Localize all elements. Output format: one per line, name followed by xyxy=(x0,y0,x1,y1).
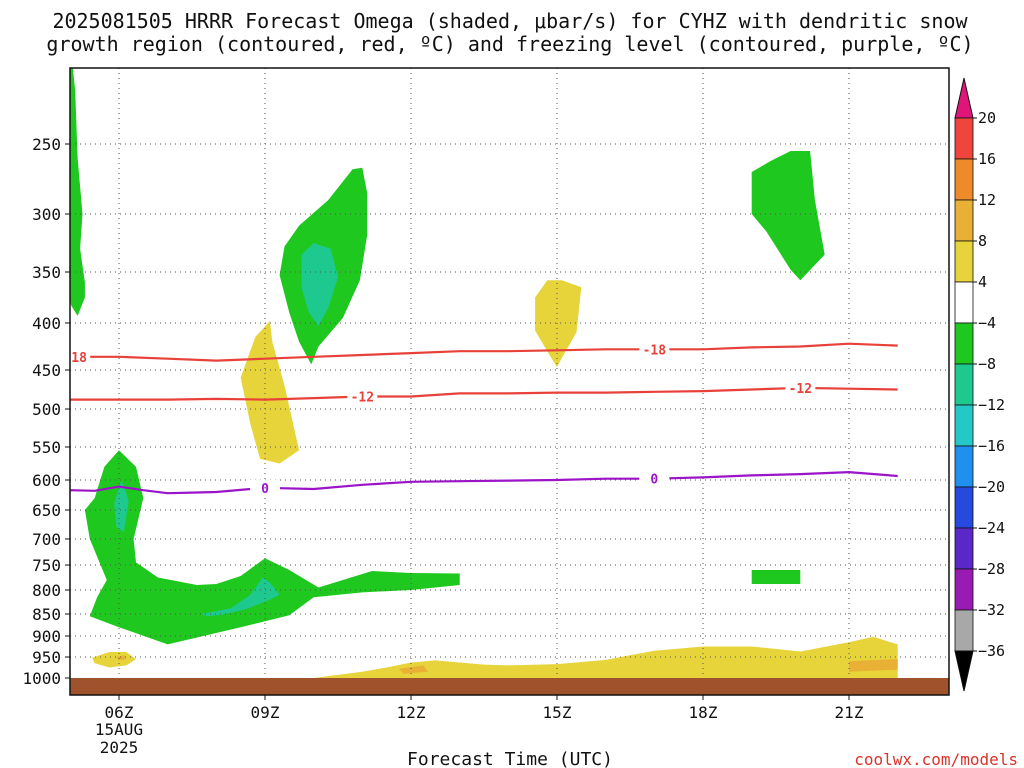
credit-text: coolwx.com/models xyxy=(854,750,1018,768)
x-axis-label: Forecast Time (UTC) xyxy=(407,749,613,768)
colorbar-swatch-2 xyxy=(954,158,974,201)
x-tick-label-09Z: 09Z xyxy=(251,703,280,722)
colorbar-swatch-5 xyxy=(954,281,974,324)
omega-region-lower-right-green xyxy=(751,570,801,584)
x-tick-label-21Z: 21Z xyxy=(835,703,864,722)
colorbar-label-1: 16 xyxy=(978,150,996,168)
colorbar-swatch-4 xyxy=(954,240,974,283)
pressure-axis: 250 300 350 400 450 500 550 600 650 700 750 800 850 9… xyxy=(22,135,70,688)
colorbar-swatch-12 xyxy=(954,568,974,611)
x-date-label-year: 2025 xyxy=(100,738,139,757)
contour-line--18 xyxy=(70,342,898,362)
omega-region-surface-orange-22z xyxy=(849,659,898,672)
omega-region-upper-right-green xyxy=(751,151,825,281)
colorbar-label-3: 8 xyxy=(978,232,987,250)
omega-region-lower-mid-teal xyxy=(201,577,280,617)
colorbar-swatch-1 xyxy=(954,117,974,160)
colorbar-label-0: 20 xyxy=(978,109,996,127)
colorbar-label-8: −16 xyxy=(978,437,1005,455)
y-tick-label-250: 250 xyxy=(32,135,61,154)
colorbar-label-6: −8 xyxy=(978,355,996,373)
contour-label--18-0: -18 xyxy=(63,351,87,366)
colorbar-label-13: −36 xyxy=(978,642,1005,660)
colorbar-label-12: −32 xyxy=(978,601,1005,619)
contour-label-0-1: 0 xyxy=(650,473,658,488)
chart-title-line-2: growth region (contoured, red, ºC) and f… xyxy=(46,32,973,56)
y-tick-label-450: 450 xyxy=(32,361,61,380)
colorbar-label-7: −12 xyxy=(978,396,1005,414)
colorbar-label-9: −20 xyxy=(978,478,1005,496)
omega-region-mid-yellow-09z xyxy=(240,321,300,464)
contour-line-0 xyxy=(70,471,898,495)
colorbar-swatch-10 xyxy=(954,486,974,529)
omega-region-lower-left-green xyxy=(84,450,460,645)
y-tick-label-600: 600 xyxy=(32,471,61,490)
y-tick-label-400: 400 xyxy=(32,314,61,333)
y-tick-label-800: 800 xyxy=(32,581,61,600)
y-tick-label-850: 850 xyxy=(32,605,61,624)
colorbar: 20 16 12 8 4 −4 −8 −12 −16 −20 −24 −28 −32 −36 xyxy=(954,77,1005,692)
omega-region-upper-yellow-15z xyxy=(535,280,582,368)
omega-region-upper-mid-teal xyxy=(301,243,338,326)
time-axis: 06Z 09Z 12Z 15Z 18Z 21Z xyxy=(105,695,864,722)
y-tick-label-950: 950 xyxy=(32,648,61,667)
x-date-label-day: 15AUG xyxy=(95,720,143,739)
y-tick-label-350: 350 xyxy=(32,263,61,282)
colorbar-swatch-6 xyxy=(954,322,974,365)
colorbar-swatch-7 xyxy=(954,363,974,406)
chart-title-line-1: 2025081505 HRRR Forecast Omega (shaded, … xyxy=(52,9,968,33)
x-tick-label-15Z: 15Z xyxy=(543,703,572,722)
colorbar-swatch-3 xyxy=(954,199,974,242)
omega-region-upper-green-strip xyxy=(70,68,85,316)
y-tick-label-550: 550 xyxy=(32,438,61,457)
contour-label-bg--12-1 xyxy=(785,379,816,396)
omega-region-surface-left-orange xyxy=(116,655,127,661)
contour-line--12 xyxy=(70,386,898,401)
omega-region-surface-orange-12z xyxy=(398,665,428,674)
x-tick-label-06Z: 06Z xyxy=(105,703,134,722)
colorbar-swatch-11 xyxy=(954,527,974,570)
colorbar-label-2: 12 xyxy=(978,191,996,209)
contour-label-bg--12-0 xyxy=(347,388,378,405)
contour-label-bg-0-0 xyxy=(250,479,280,496)
colorbar-label-4: 4 xyxy=(978,273,987,291)
y-tick-label-750: 750 xyxy=(32,556,61,575)
contour-label-bg--18-1 xyxy=(639,341,670,358)
colorbar-label-10: −24 xyxy=(978,519,1005,537)
contour-label--12-0: -12 xyxy=(351,391,374,406)
contour-label-bg-0-1 xyxy=(639,470,670,487)
omega-shading-layer xyxy=(70,68,898,678)
y-tick-label-500: 500 xyxy=(32,400,61,419)
y-tick-label-700: 700 xyxy=(32,530,61,549)
colorbar-swatch-9 xyxy=(954,445,974,488)
omega-region-surface-left-yellow xyxy=(92,652,136,668)
y-tick-label-1000: 1000 xyxy=(22,669,61,688)
colorbar-label-11: −28 xyxy=(978,560,1005,578)
colorbar-swatch-max xyxy=(954,77,974,119)
ground-below-surface xyxy=(70,678,949,695)
colorbar-swatch-8 xyxy=(954,404,974,447)
omega-region-lower-left-teal xyxy=(114,480,129,532)
colorbar-swatch-min xyxy=(954,650,974,692)
contour-label-0-0: 0 xyxy=(261,482,269,497)
contour-layer: -18 -18 -12 -12 0 0 xyxy=(63,341,898,497)
y-tick-label-900: 900 xyxy=(32,627,61,646)
colorbar-label-5: −4 xyxy=(978,314,996,332)
y-tick-label-650: 650 xyxy=(32,501,61,520)
omega-region-surface-yellow-band xyxy=(313,636,898,678)
plot-frame xyxy=(69,67,950,696)
y-tick-label-300: 300 xyxy=(32,205,61,224)
x-tick-label-12Z: 12Z xyxy=(397,703,426,722)
contour-label--12-1: -12 xyxy=(789,382,812,397)
x-tick-label-18Z: 18Z xyxy=(689,703,718,722)
colorbar-swatch-13 xyxy=(954,609,974,652)
contour-label--18-1: -18 xyxy=(643,343,667,358)
contour-label-bg--18-0 xyxy=(70,348,91,365)
